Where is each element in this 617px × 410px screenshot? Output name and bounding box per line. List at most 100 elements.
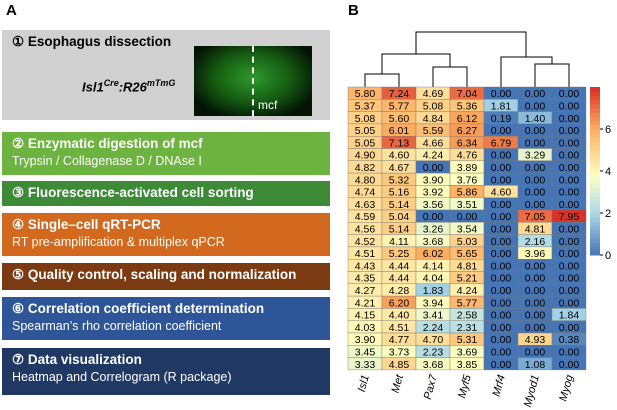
cell-value: 0.00 xyxy=(491,236,512,248)
colorbar-segment xyxy=(590,200,600,206)
cell-value: 0.00 xyxy=(457,211,478,223)
colorbar-segment xyxy=(590,229,600,235)
cell-value: 4.03 xyxy=(355,322,376,334)
cell-value: 5.37 xyxy=(355,100,376,112)
step-box: ⑦ Data visualization Heatmap and Correlo… xyxy=(2,348,330,395)
cell-value: 4.51 xyxy=(355,248,376,260)
colorbar-segment xyxy=(590,120,600,126)
cell-value: 4.59 xyxy=(355,211,376,223)
cell-value: 5.08 xyxy=(423,100,444,112)
cell-value: 4.77 xyxy=(389,334,410,346)
cell-value: 4.81 xyxy=(457,260,478,272)
cell-value: 1.08 xyxy=(525,359,546,371)
colorbar-segment xyxy=(590,103,600,109)
colorbar-label: 2 xyxy=(605,208,611,220)
cell-value: 4.81 xyxy=(525,223,546,235)
dendrogram xyxy=(364,31,570,87)
colorbar-segment xyxy=(590,99,600,105)
cell-value: 3.92 xyxy=(423,187,444,199)
step-title: ④ Single–cell qRT-PCR xyxy=(12,217,161,232)
cell-value: 5.77 xyxy=(389,100,410,112)
cell-value: 0.00 xyxy=(559,137,580,149)
cell-value: 1.84 xyxy=(559,310,580,322)
cell-value: 5.59 xyxy=(423,125,444,137)
colorbar-segment xyxy=(590,217,600,222)
cell-value: 0.00 xyxy=(491,273,512,285)
colorbar-segment xyxy=(590,187,600,193)
cell-value: 3.68 xyxy=(423,236,444,248)
cell-value: 0.00 xyxy=(491,150,512,162)
gene: Isl1 xyxy=(82,79,104,95)
cell-value: 0.00 xyxy=(491,125,512,137)
cell-value: 3.94 xyxy=(423,297,444,309)
cell-value: 4.80 xyxy=(355,174,376,186)
cell-value: 0.00 xyxy=(559,297,580,309)
colorbar-segment xyxy=(590,242,600,248)
cell-value: 0.00 xyxy=(525,285,546,297)
colorbar-segment xyxy=(590,221,600,227)
cell-value: 6.20 xyxy=(389,297,410,309)
cell-value: 2.24 xyxy=(423,322,444,334)
cell-value: 4.66 xyxy=(423,137,444,149)
cell-value: 5.65 xyxy=(457,248,478,260)
cell-value: 4.43 xyxy=(355,260,376,272)
cell-value: 4.27 xyxy=(355,285,376,297)
cell-value: 3.96 xyxy=(525,248,546,260)
cell-value: 0.00 xyxy=(423,211,444,223)
step-title: ⑥ Correlation coefficient determination xyxy=(12,301,265,316)
cell-value: 4.24 xyxy=(423,150,444,162)
cell-value: 4.69 xyxy=(423,88,444,100)
cell-value: 3.76 xyxy=(457,174,478,186)
cell-value: 7.04 xyxy=(457,88,478,100)
colorbar-segment xyxy=(590,225,600,231)
cell-value: 0.00 xyxy=(559,236,580,248)
colorbar-segment xyxy=(590,141,600,147)
step-title: ⑦ Data visualization xyxy=(12,352,142,367)
colorbar-segment xyxy=(590,116,600,122)
cell-value: 0.00 xyxy=(525,162,546,174)
cell-value: 5.14 xyxy=(389,199,410,211)
colorbar-segment xyxy=(590,234,600,239)
cell-value: 0.00 xyxy=(525,297,546,309)
column-label: Myog xyxy=(557,373,576,403)
cell-value: 0.00 xyxy=(559,223,580,235)
step-box: ⑤ Quality control, scaling and normaliza… xyxy=(2,263,330,290)
cell-value: 0.00 xyxy=(525,322,546,334)
cell-value: 4.44 xyxy=(389,273,410,285)
cell-value: 1.40 xyxy=(525,113,546,125)
colorbar-segment xyxy=(590,171,600,176)
cell-value: 4.85 xyxy=(389,359,410,371)
colorbar-segment xyxy=(590,95,600,101)
cell-value: 6.79 xyxy=(491,137,512,149)
colorbar-segment xyxy=(590,175,600,180)
colorbar-segment xyxy=(590,129,600,134)
colorbar-segment xyxy=(590,158,600,164)
cell-value: 0.19 xyxy=(491,113,512,125)
cell-value: 5.14 xyxy=(389,223,410,235)
step-title: ③ Fluorescence-activated cell sorting xyxy=(12,185,254,200)
panel-label: A xyxy=(6,2,17,19)
cell-value: 3.45 xyxy=(355,346,376,358)
cell-value: 6.27 xyxy=(457,125,478,137)
cell-value: 5.77 xyxy=(457,297,478,309)
colorbar-segment xyxy=(590,124,600,130)
cell-value: 3.56 xyxy=(423,199,444,211)
cell-value: 4.24 xyxy=(457,285,478,297)
cell-value: 0.00 xyxy=(559,174,580,186)
cell-value: 4.44 xyxy=(389,260,410,272)
microscopy-image: mcf xyxy=(194,46,312,116)
colorbar-segment xyxy=(590,133,600,138)
cell-value: 4.11 xyxy=(389,236,409,248)
cell-value: 0.00 xyxy=(559,346,580,358)
cell-value: 4.04 xyxy=(423,273,444,285)
cell-value: 7.95 xyxy=(559,211,580,223)
colorbar-segment xyxy=(590,154,600,159)
cell-value: 3.73 xyxy=(389,346,410,358)
cell-value: 4.21 xyxy=(355,297,376,309)
column-label: Met xyxy=(390,373,407,395)
gene: :R26 xyxy=(118,79,147,95)
colorbar-segment xyxy=(590,162,600,168)
cell-value: 6.12 xyxy=(457,113,478,125)
